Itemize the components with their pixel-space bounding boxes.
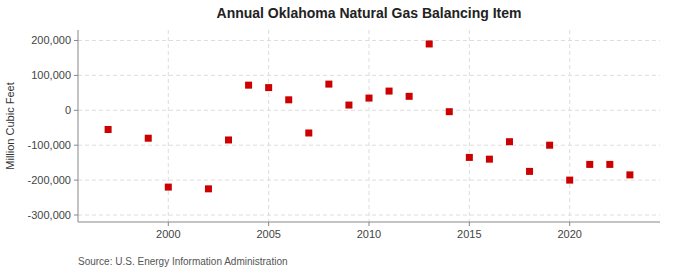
y-tick [74,180,78,181]
y-tick [74,75,78,76]
chart: -300,000 -200,000 -100,000 0 100,000 200,000 2… [0,0,675,275]
point [586,161,593,168]
x-tick-label: 2020 [557,228,581,240]
y-tick [74,110,78,111]
point [305,129,312,136]
y-tick [74,215,78,216]
x-tick [369,222,370,226]
x-tick-label: 2010 [357,228,381,240]
point [506,138,513,145]
point [265,84,272,91]
x-grid-line [168,30,169,222]
grid [78,30,660,222]
x-tick-label: 2015 [457,228,481,240]
x-grid-line [469,30,470,222]
x-tick [168,222,169,226]
point [466,154,473,161]
y-tick-label: -100,000 [28,139,71,151]
x-grid-line [369,30,370,222]
y-tick-label: 0 [65,104,71,116]
y-axis-label: Million Cubic Feet [4,82,16,169]
point [526,168,533,175]
point [386,88,393,95]
title: Annual Oklahoma Natural Gas Balancing It… [217,5,522,21]
point [225,136,232,143]
x-grid-line [569,30,570,222]
point [566,177,573,184]
point [345,102,352,109]
point [165,184,172,191]
source-note: Source: U.S. Energy Information Administ… [78,256,288,267]
point [626,171,633,178]
point [546,142,553,149]
point [325,81,332,88]
point [486,156,493,163]
y-tick [74,145,78,146]
y-tick [74,40,78,41]
y-tick-label: -200,000 [28,174,71,186]
x-tick-label: 2000 [156,228,180,240]
point [285,96,292,103]
point [446,108,453,115]
x-tick [569,222,570,226]
x-grid-line [268,30,269,222]
x-tick-label: 2005 [256,228,280,240]
point [205,185,212,192]
y-tick-label: 200,000 [31,34,71,46]
point [606,161,613,168]
x-axis-line [78,222,660,223]
point [145,135,152,142]
point [426,40,433,47]
point [105,126,112,133]
points [105,40,634,192]
x-tick [469,222,470,226]
point [366,95,373,102]
y-tick-label: 100,000 [31,69,71,81]
y-axis-line [78,30,79,222]
point [245,82,252,89]
x-tick [268,222,269,226]
axes: -300,000 -200,000 -100,000 0 100,000 200,000 2… [28,30,660,240]
y-tick-label: -300,000 [28,209,71,221]
point [406,93,413,100]
